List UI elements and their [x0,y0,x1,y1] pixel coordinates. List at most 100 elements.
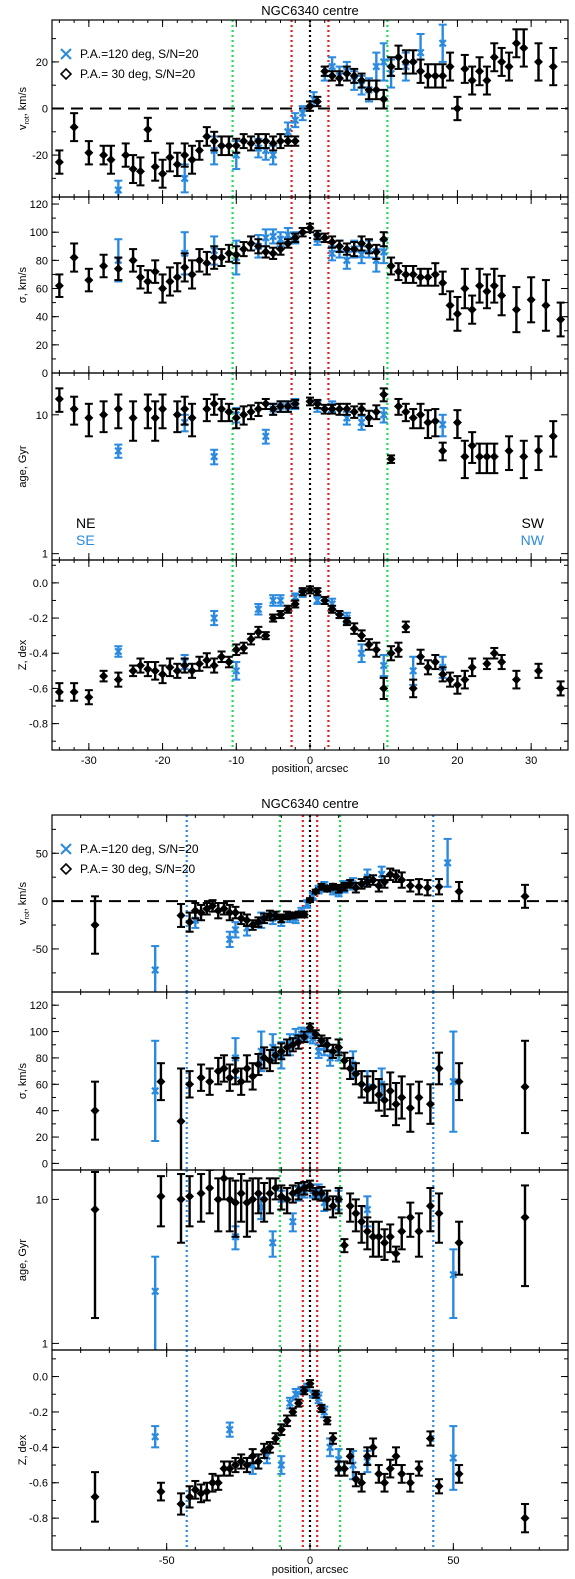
diamond-marker [217,652,227,662]
diamond-marker [84,413,94,423]
data-point [283,400,293,413]
data-point [158,273,168,304]
diamond-marker [90,920,100,930]
diamond-marker [401,407,411,417]
data-point [379,88,389,110]
x-marker [449,1270,458,1279]
data-point [208,1472,218,1493]
data-point [176,902,186,928]
diamond-marker [489,648,499,658]
data-point [299,1030,309,1044]
x-marker [276,596,285,605]
legend-label: P.A.=120 deg, S/N=20 [80,842,199,856]
panel-4: -0.8 -0.6 -0.4 -0.2 0.0 -50 0 50 Z, dex [17,1349,569,1567]
data-point [320,232,330,244]
y-axis-label: age, Gyr [17,1239,29,1282]
diamond-marker [397,1092,407,1102]
diamond-marker [246,407,256,417]
diamond-marker [305,101,315,111]
data-point [261,228,270,248]
data-point [364,79,374,101]
data-point [548,46,558,87]
diamond-marker [438,71,448,81]
data-point [357,1070,367,1099]
diamond-marker [225,1073,235,1083]
y-tick-label: -20 [32,150,48,162]
diamond-marker [320,66,330,76]
data-point [230,1179,240,1238]
data-point [345,1192,355,1223]
diamond-marker [299,910,309,920]
diamond-marker [113,404,123,414]
data-point [379,654,388,678]
diamond-marker [84,148,94,158]
data-point [121,142,131,168]
diamond-marker [54,687,64,697]
diamond-marker [497,57,507,67]
data-point [84,267,94,293]
diamond-marker [290,599,300,609]
diamond-marker [290,399,300,409]
diamond-marker [196,1188,206,1198]
diamond-marker [128,255,138,265]
data-point [362,1075,372,1104]
data-point [327,70,337,82]
diamond-marker [322,1416,332,1426]
data-point [210,448,219,466]
data-point [239,641,249,655]
diamond-marker [423,418,433,428]
data-point [391,1245,401,1263]
y-tick-label: 40 [36,312,48,324]
data-point [271,1432,281,1445]
diamond-marker [334,1042,344,1052]
data-point [357,643,366,664]
data-point [158,158,168,189]
diamond-marker [349,71,359,81]
data-point [90,895,100,955]
data-point [268,402,278,416]
diamond-marker [99,150,109,160]
diamond-marker [351,1208,361,1218]
diamond-marker [328,1046,338,1056]
diamond-marker [339,1464,349,1474]
data-point [374,1220,384,1258]
diamond-marker [401,269,411,279]
data-point [430,654,440,671]
data-point [113,393,123,430]
diamond-marker [172,666,182,676]
diamond-marker [253,1060,263,1070]
diamond-marker [69,253,79,263]
y-tick-label: 120 [30,199,48,211]
diamond-marker [113,264,123,274]
data-point [158,664,168,685]
data-point [362,1216,372,1251]
y-tick-label: 60 [36,1079,48,1091]
data-point [368,1070,378,1104]
data-point [283,238,293,249]
diamond-marker [143,664,153,674]
data-point [265,1049,275,1073]
data-point [414,1080,424,1115]
data-point [454,880,464,903]
diamond-marker [294,1037,304,1047]
data-point [320,403,330,415]
diamond-marker [135,166,145,176]
diamond-marker [423,71,433,81]
diamond-marker [397,1226,407,1236]
diamond-marker [334,1464,344,1474]
x-marker [261,432,270,441]
diamond-marker [380,1478,390,1488]
x-marker [180,174,189,183]
diamond-marker [268,613,278,623]
data-point [150,151,160,182]
data-point [305,895,315,905]
diamond-marker [489,452,499,462]
diamond-marker [368,1442,378,1452]
diamond-marker [69,122,79,132]
diamond-marker [405,881,415,891]
data-point [219,1170,229,1201]
x-marker [283,127,292,136]
data-point [114,645,123,658]
diamond-marker [520,891,530,901]
diamond-marker [416,652,426,662]
